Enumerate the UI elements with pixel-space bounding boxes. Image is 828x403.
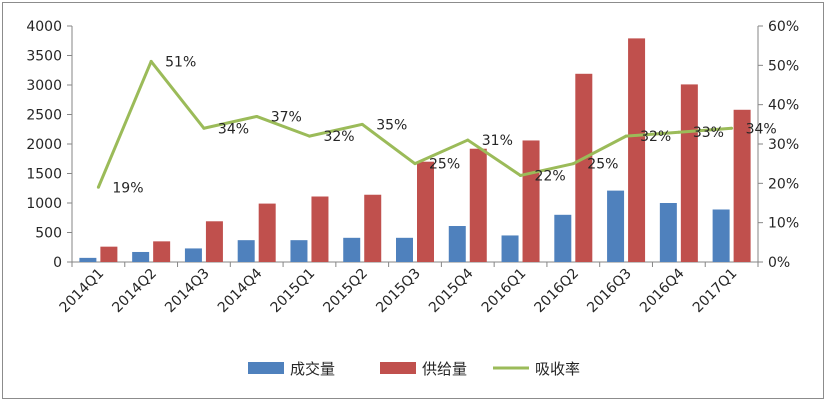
bar-volume	[712, 209, 730, 262]
y-tick-label-right: 60%	[768, 19, 799, 35]
data-label: 32%	[640, 129, 671, 145]
bar-volume	[659, 203, 677, 262]
bar-volume	[79, 257, 97, 262]
line-point	[307, 134, 311, 138]
y-tick-label-left: 1000	[26, 196, 62, 212]
line-point	[624, 134, 628, 138]
bar-supply	[628, 38, 646, 262]
x-tick-label: 2016Q3	[584, 266, 635, 317]
bar-volume	[184, 248, 202, 262]
y-tick-label-left: 1500	[26, 167, 62, 183]
bar-supply	[153, 241, 171, 262]
bar-volume	[501, 235, 519, 262]
bar-volume	[396, 237, 413, 262]
line-point	[149, 59, 153, 63]
data-label: 31%	[482, 133, 513, 149]
x-tick-label: 2015Q4	[426, 265, 477, 316]
data-label: 32%	[323, 129, 354, 145]
legend-label: 供给量	[422, 360, 467, 378]
y-tick-label-right: 10%	[768, 216, 799, 232]
y-tick-label-right: 40%	[768, 98, 799, 114]
y-tick-label-left: 3000	[26, 78, 62, 94]
y-tick-label-left: 3500	[26, 49, 62, 65]
x-tick-label: 2016Q2	[532, 266, 583, 317]
legend: 成交量 供给量 吸收率	[248, 360, 580, 378]
bar-supply	[680, 84, 698, 262]
line-point	[571, 162, 575, 166]
data-label: 37%	[271, 109, 302, 125]
bar-volume	[448, 226, 466, 262]
line-point	[413, 162, 417, 166]
line-point	[730, 126, 734, 130]
bar-supply	[469, 148, 487, 262]
bar-volume	[343, 237, 361, 262]
bars	[79, 38, 751, 262]
data-label: 33%	[693, 125, 724, 141]
data-label: 34%	[746, 121, 777, 137]
line-point	[519, 173, 523, 177]
bar-volume	[554, 214, 572, 262]
absorption-line	[96, 59, 734, 189]
x-tick-label: 2014Q4	[215, 265, 266, 316]
x-tick-label: 2015Q3	[373, 266, 424, 317]
data-label: 22%	[535, 168, 566, 184]
y-tick-label-right: 20%	[768, 176, 799, 192]
data-labels: 19% 51% 34% 37% 32% 35% 25% 31% 22% 25% 32% 33% 34%	[112, 54, 776, 196]
legend-label: 吸收率	[535, 360, 580, 378]
line-point	[202, 126, 206, 130]
bar-volume	[607, 190, 625, 262]
bar-supply	[258, 203, 276, 262]
bar-supply	[575, 73, 593, 262]
data-label: 25%	[587, 157, 618, 173]
line-point	[255, 114, 259, 118]
line-point	[96, 185, 100, 189]
bar-volume	[237, 240, 255, 262]
line-point	[466, 138, 470, 142]
data-label: 19%	[112, 180, 143, 196]
bar-volume	[290, 240, 308, 262]
line-point	[360, 122, 364, 126]
y-tick-label-right: 30%	[768, 137, 799, 153]
bar-supply	[311, 196, 329, 262]
x-tick-label: 2014Q2	[109, 266, 160, 317]
bar-supply	[100, 246, 118, 262]
legend-swatch	[380, 362, 416, 374]
y-tick-label-left: 2000	[26, 137, 62, 153]
x-tick-label: 2014Q3	[162, 266, 213, 317]
x-tick-label: 2017Q1	[690, 266, 741, 317]
bar-supply	[733, 109, 751, 262]
data-label: 51%	[165, 54, 196, 70]
bar-supply	[364, 194, 382, 262]
legend-label: 成交量	[290, 360, 335, 378]
bar-supply	[522, 140, 540, 262]
legend-swatch	[248, 362, 284, 374]
x-tick-label: 2015Q1	[268, 266, 319, 317]
x-tick-label: 2016Q4	[637, 265, 688, 316]
y-tick-label-right: 50%	[768, 58, 799, 74]
line-point	[677, 130, 681, 134]
x-tick-label: 2015Q2	[320, 266, 371, 317]
data-label: 34%	[218, 121, 249, 137]
bar-supply	[417, 161, 434, 262]
y-tick-label-left: 4000	[26, 19, 62, 35]
data-label: 35%	[376, 117, 407, 133]
y-tick-label-left: 2500	[26, 108, 62, 124]
x-tick-label: 2014Q1	[57, 266, 108, 317]
x-tick-label: 2016Q1	[479, 266, 530, 317]
data-label: 25%	[429, 157, 460, 173]
y-tick-label-left: 0	[53, 255, 62, 271]
y-tick-label-right: 0%	[768, 255, 790, 271]
y-tick-label-left: 500	[35, 226, 62, 242]
bar-supply	[205, 221, 223, 262]
bar-volume	[132, 251, 150, 262]
